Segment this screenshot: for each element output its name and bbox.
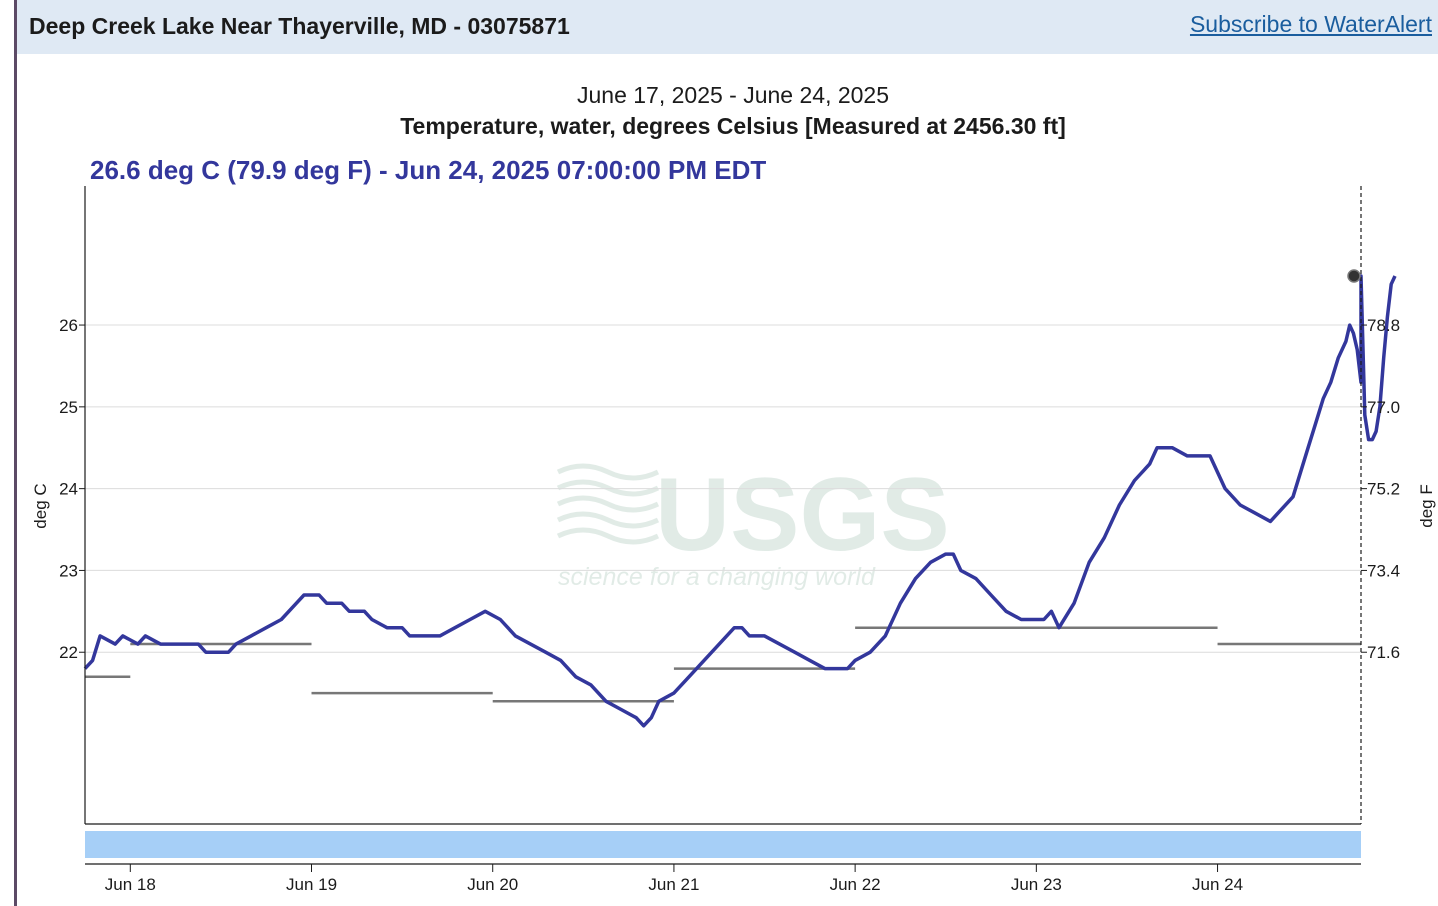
site-header: Deep Creek Lake Near Thayerville, MD - 0… bbox=[17, 0, 1438, 54]
x-ticks: Jun 18 Jun 19 Jun 20 Jun 21 Jun 22 Jun 23 Jun … bbox=[105, 864, 1243, 894]
x-tick-label: Jun 21 bbox=[648, 875, 699, 894]
y-tick-label-right: 78.8 bbox=[1367, 316, 1400, 335]
x-tick-label: Jun 18 bbox=[105, 875, 156, 894]
site-title: Deep Creek Lake Near Thayerville, MD - 0… bbox=[29, 13, 570, 39]
usgs-watermark-tagline: science for a changing world bbox=[558, 563, 876, 591]
y-tick-label-left: 26 bbox=[59, 316, 78, 335]
y-gridlines bbox=[85, 324, 1361, 653]
y-tick-label-right: 75.2 bbox=[1367, 480, 1400, 499]
x-tick-label: Jun 22 bbox=[830, 875, 881, 894]
chart-date-range: June 17, 2025 - June 24, 2025 bbox=[577, 82, 889, 108]
chart-title: Temperature, water, degrees Celsius [Mea… bbox=[400, 113, 1066, 139]
y-axis-label-right: deg F bbox=[1417, 484, 1436, 527]
y-axis-label-left: deg C bbox=[31, 483, 50, 528]
temperature-series-line bbox=[83, 274, 1397, 728]
x-tick-label: Jun 23 bbox=[1011, 875, 1062, 894]
y-tick-label-left: 22 bbox=[59, 643, 78, 662]
y-tick-label-right: 73.4 bbox=[1367, 561, 1400, 580]
y-ticks-left: 22 23 24 25 26 bbox=[59, 316, 85, 662]
x-tick-label: Jun 20 bbox=[467, 875, 518, 894]
x-tick-label: Jun 24 bbox=[1192, 875, 1243, 894]
x-tick-label: Jun 19 bbox=[286, 875, 337, 894]
usgs-watermark: USGS science for a changing world bbox=[556, 457, 950, 591]
y-tick-label-left: 25 bbox=[59, 398, 78, 417]
subscribe-wateralert-link[interactable]: Subscribe to WaterAlert bbox=[1189, 11, 1432, 37]
chart-tooltip-readout: 26.6 deg C (79.9 deg F) - Jun 24, 2025 0… bbox=[90, 155, 766, 185]
current-value-point[interactable] bbox=[1347, 269, 1361, 283]
left-border bbox=[14, 0, 17, 906]
y-ticks-right: 71.6 73.4 75.2 77.0 78.8 bbox=[1361, 316, 1400, 662]
usgs-watermark-waves bbox=[556, 463, 660, 545]
time-brush-bar[interactable] bbox=[85, 831, 1361, 858]
y-tick-label-right: 77.0 bbox=[1367, 398, 1400, 417]
usgs-watermark-name: USGS bbox=[655, 457, 950, 573]
y-tick-label-right: 71.6 bbox=[1367, 643, 1400, 662]
y-tick-label-left: 24 bbox=[59, 480, 78, 499]
y-tick-label-left: 23 bbox=[59, 561, 78, 580]
